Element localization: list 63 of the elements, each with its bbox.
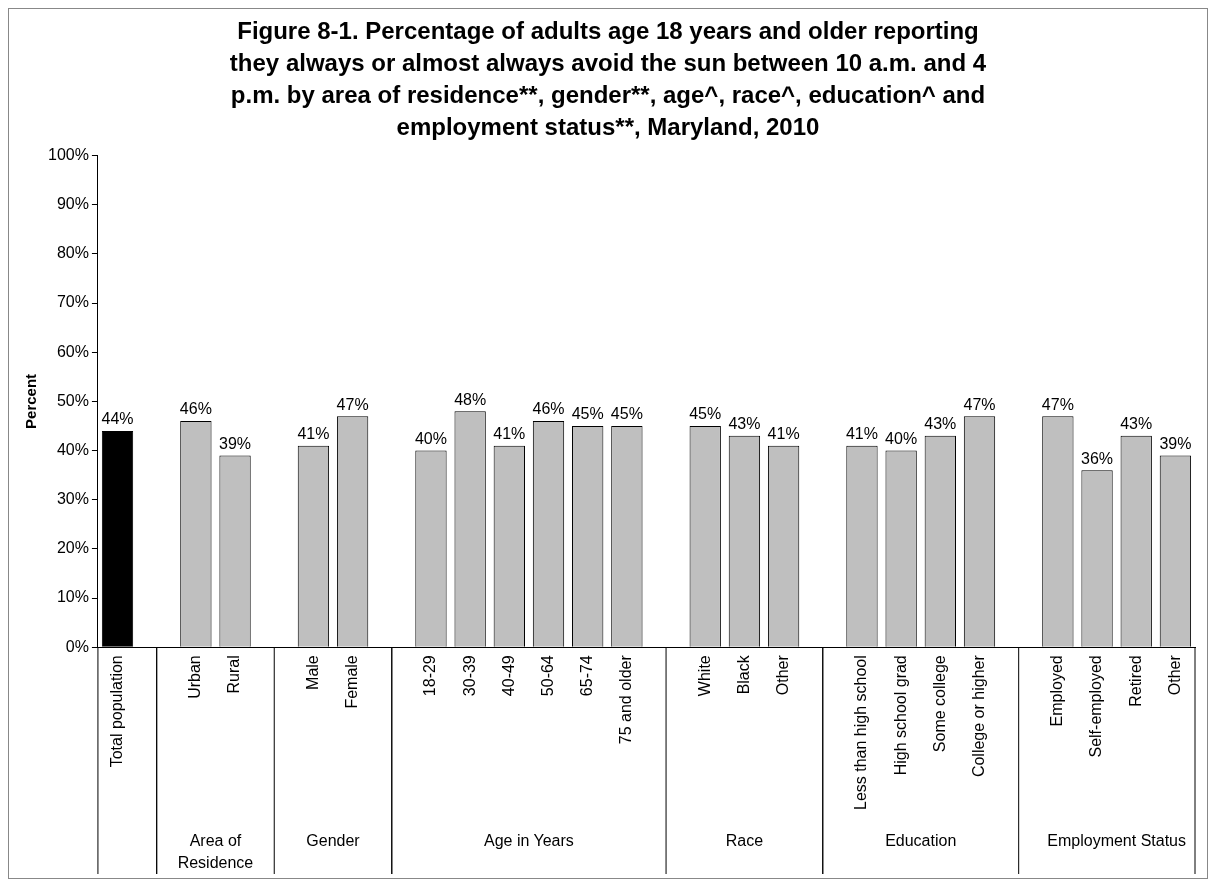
y-tick-label: 90% [56,195,89,213]
x-tick-label: Total population [107,655,125,768]
x-tick-label: 18-29 [421,655,439,697]
y-tick-label: 30% [56,490,89,508]
data-label: 41% [493,425,526,443]
y-axis-title: Percent [22,373,40,429]
data-label: 41% [297,425,330,443]
text: Race [725,832,764,849]
data-label: 46% [532,400,565,418]
x-tick-label: High school grad [891,655,909,776]
data-label: 48% [454,390,487,408]
x-tick-label: Other [774,654,791,696]
x-tick-label: 40-49 [499,655,517,697]
data-label: 46% [179,400,212,418]
y-tick-label: 70% [56,293,89,311]
x-tick-label: Retired [1126,655,1144,707]
data-label: 43% [728,415,761,433]
data-label: 39% [219,434,252,452]
x-tick-label: Black [734,654,752,695]
x-tick-label: Female [343,655,361,709]
data-label: 40% [885,429,918,447]
data-label: 40% [414,429,447,447]
chart-title: Figure 8-1. Percentage of adults age 18 years and older reporting they always or almost always avoid the sun between 10 a.m. and 4 p.m. by area of residence**, gender**, age^, race^, education^ and employment status**, Maryland, 2010 [228,16,988,142]
data-label: 43% [1120,415,1153,433]
data-label: 41% [767,425,800,443]
x-tick-label: White [695,655,713,697]
x-tick-label: 65-74 [578,655,596,697]
y-tick-label: 0% [65,637,89,655]
data-label: 47% [963,395,996,413]
x-tick-label: Employed [1048,655,1066,727]
x-tick-label: College or higher [969,654,987,778]
x-tick-label: Urban [186,655,204,699]
data-label: 45% [610,405,643,423]
data-label: 47% [336,395,369,413]
data-label: 45% [571,405,604,423]
y-tick-label: 10% [56,588,89,606]
x-tick-label: 75 and older [617,654,635,745]
data-label: 47% [1041,395,1074,413]
text: Gender [306,832,361,849]
text: Education [885,832,957,849]
y-tick-label: 60% [56,342,89,360]
x-tick-label: 50-64 [538,655,556,697]
data-label: 44% [101,410,134,428]
y-tick-label: 50% [56,391,89,409]
y-tick-label: 100% [48,146,89,164]
x-tick-label: 30-39 [460,655,478,697]
y-tick-label: 40% [56,440,89,458]
text: Age in Years [483,832,574,849]
text: Employment Status [1047,832,1186,849]
x-tick-label: Other [1165,654,1183,696]
x-tick-label: Less than high school [852,655,870,811]
data-label: 45% [689,405,722,423]
x-tick-label: Male [303,655,321,690]
data-label: 41% [845,425,878,443]
text: Area of Residence [177,832,254,871]
data-label: 39% [1159,434,1192,452]
x-tick-label: Rural [225,655,243,694]
x-tick-label: Some college [930,655,948,753]
data-label: 36% [1081,449,1114,467]
y-tick-label: 20% [56,539,89,557]
data-label: 43% [924,415,957,433]
x-tick-label: Self-employed [1087,655,1105,758]
y-tick-label: 80% [56,244,89,262]
